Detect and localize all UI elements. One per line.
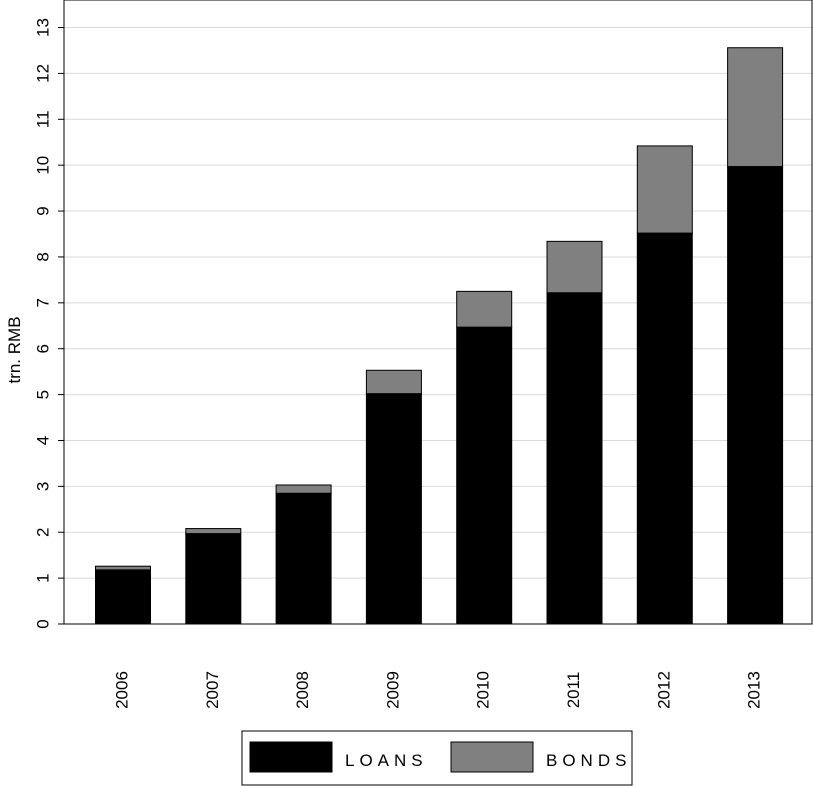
y-tick-label: 13 xyxy=(33,18,52,37)
bar-bonds-2009 xyxy=(365,369,422,395)
legend-label-loans: LOANS xyxy=(345,751,428,770)
y-tick-label: 11 xyxy=(33,110,52,128)
x-tick-label: 2007 xyxy=(203,671,222,709)
bar-bonds-2006 xyxy=(95,565,151,571)
x-axis: 2006 2007 2008 2009 2010 2011 2012 2013 xyxy=(112,671,763,709)
gridlines xyxy=(64,27,812,579)
bar-bonds-2008 xyxy=(275,484,332,494)
y-tick-label: 9 xyxy=(33,206,52,215)
legend-label-bonds: BONDS xyxy=(546,751,631,770)
bar-loans-2010 xyxy=(456,326,513,625)
bar-loans-2009 xyxy=(365,393,422,625)
x-tick-label: 2013 xyxy=(745,671,764,709)
x-tick-label: 2009 xyxy=(383,671,402,709)
x-tick-label: 2012 xyxy=(654,671,673,709)
bar-loans-2011 xyxy=(546,292,603,625)
y-axis-title: trn. RMB xyxy=(5,316,24,383)
bar-loans-2013 xyxy=(727,166,784,625)
bar-loans-2008 xyxy=(275,492,332,625)
y-tick-label: 6 xyxy=(33,344,52,353)
y-tick-label: 8 xyxy=(33,252,52,261)
bar-loans-2007 xyxy=(185,533,242,625)
y-tick-label: 10 xyxy=(33,156,52,175)
plot-frame xyxy=(63,0,813,625)
x-tick-label: 2011 xyxy=(564,672,583,709)
bar-loans-2012 xyxy=(636,232,693,625)
bar-bonds-2011 xyxy=(546,240,603,294)
y-tick-label: 2 xyxy=(33,528,52,537)
bar-bonds-2013 xyxy=(727,47,784,168)
y-tick-label: 12 xyxy=(33,64,52,83)
bar-bonds-2012 xyxy=(636,145,693,234)
y-tick-label: 5 xyxy=(33,390,52,399)
x-tick-label: 2006 xyxy=(112,671,131,709)
y-tick-label: 7 xyxy=(33,298,52,307)
bars xyxy=(95,47,784,625)
x-tick-label: 2010 xyxy=(474,671,493,709)
legend: LOANS BONDS xyxy=(241,730,633,786)
y-tick-label: 4 xyxy=(33,436,52,445)
y-tick-label: 1 xyxy=(33,573,52,582)
x-tick-label: 2008 xyxy=(293,671,312,709)
bar-bonds-2007 xyxy=(185,528,242,535)
y-tick-label: 0 xyxy=(33,619,52,628)
legend-swatch-loans xyxy=(249,741,333,773)
bar-loans-2006 xyxy=(95,569,151,625)
bar-bonds-2010 xyxy=(456,290,513,328)
y-tick-label: 3 xyxy=(33,482,52,491)
legend-swatch-bonds xyxy=(450,741,534,773)
